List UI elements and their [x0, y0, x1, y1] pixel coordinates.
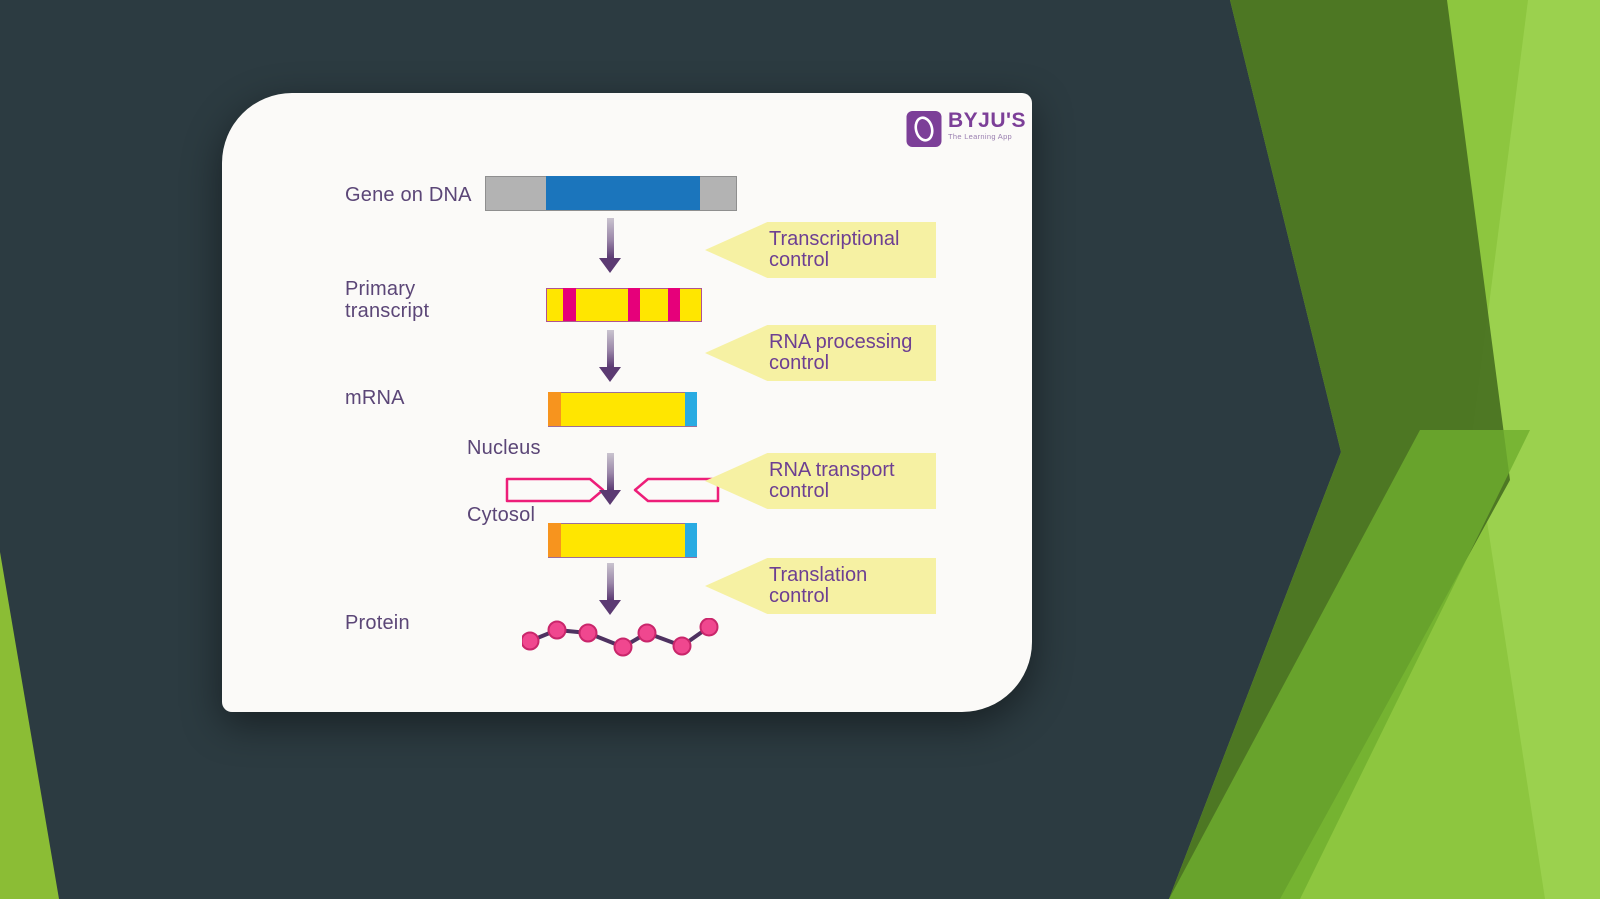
- callout-line: control: [769, 249, 830, 271]
- arrow-stem: [606, 453, 614, 490]
- mrna-tail: [685, 392, 697, 426]
- callout-line: RNA processing: [769, 331, 913, 353]
- label-gene-on-dna: Gene on DNA: [345, 184, 472, 206]
- mrna-cap: [548, 392, 561, 426]
- callout-line: RNA transport: [769, 459, 895, 481]
- intron-stripe: [563, 288, 576, 321]
- label-protein: Protein: [345, 612, 410, 634]
- green-wedge-highlight: [1473, 0, 1600, 899]
- callout-rna-processing-control: RNA processing control: [705, 325, 936, 381]
- byjus-wordmark: BYJU'S The Learning App: [948, 109, 1027, 142]
- brand-name: BYJU'S: [948, 109, 1027, 132]
- primary-transcript-bar: [546, 288, 702, 322]
- slide-card: BYJU'S The Learning App Gene on DNA Tran…: [222, 93, 1032, 712]
- byjus-badge-icon: [906, 111, 942, 147]
- byjus-logo: BYJU'S The Learning App: [906, 110, 1026, 148]
- green-wedge-dark: [1169, 0, 1510, 899]
- brand-tagline: The Learning App: [948, 132, 1013, 141]
- mrna-cap: [548, 523, 561, 557]
- arrow-stem: [606, 330, 614, 367]
- callout-line: control: [769, 585, 830, 607]
- callout-line: Translation: [769, 564, 868, 586]
- nuclear-membrane-graphic: [505, 477, 720, 503]
- callout-translation-control: Translation control: [705, 558, 936, 614]
- label-primary-transcript: Primary transcript: [345, 278, 429, 322]
- intron-stripe: [668, 288, 680, 321]
- mrna-tail: [685, 523, 697, 557]
- callout-line: control: [769, 352, 830, 374]
- arrow-head: [599, 367, 621, 382]
- intron-stripe: [628, 288, 640, 321]
- label-cytosol: Cytosol: [467, 504, 536, 526]
- dna-bar: [485, 176, 737, 211]
- label-mrna: mRNA: [345, 387, 405, 409]
- mrna-bar-cytosol: [548, 523, 697, 558]
- label-nucleus: Nucleus: [467, 437, 541, 459]
- down-arrow-icon: [599, 218, 621, 273]
- green-wedge-crossing: [1169, 430, 1530, 899]
- callout-line: Transcriptional: [769, 228, 900, 250]
- arrow-head: [599, 490, 621, 505]
- callout-rna-transport-control: RNA transport control: [705, 453, 936, 509]
- left-lime-wedge: [0, 552, 59, 899]
- label-line: Primary: [345, 278, 416, 300]
- arrow-stem: [606, 563, 614, 600]
- arrow-head: [599, 258, 621, 273]
- callout-transcriptional-control: Transcriptional control: [705, 222, 936, 278]
- down-arrow-icon: [599, 453, 621, 505]
- arrow-stem: [606, 218, 614, 258]
- gene-segment: [546, 176, 700, 210]
- protein-chain-graphic: [522, 618, 719, 657]
- down-arrow-icon: [599, 330, 621, 382]
- callout-line: control: [769, 480, 830, 502]
- down-arrow-icon: [599, 563, 621, 615]
- mrna-bar-nucleus: [548, 392, 697, 427]
- label-line: transcript: [345, 300, 430, 322]
- arrow-head: [599, 600, 621, 615]
